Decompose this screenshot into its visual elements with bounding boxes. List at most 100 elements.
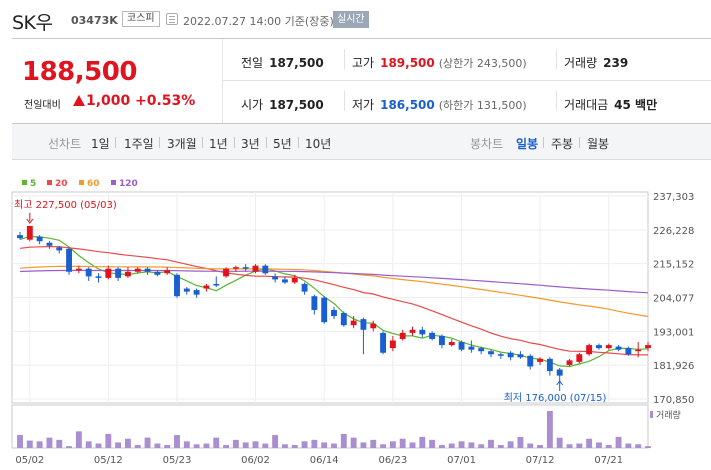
- volume-bar: [75, 431, 82, 448]
- candle-body: [380, 332, 387, 353]
- chart-svg[interactable]: 237,303 226,228 215,152 204,077 193,001 181,9…: [0, 168, 711, 470]
- y-tick-label: 215,152: [653, 260, 694, 271]
- volume-bar: [566, 444, 573, 448]
- up-triangle-icon: [73, 95, 85, 106]
- volume-bar: [252, 441, 259, 448]
- candle-body: [360, 319, 367, 330]
- volume-bar: [507, 441, 514, 448]
- x-tick-label: 05/23: [163, 455, 192, 466]
- candle-body: [625, 348, 632, 355]
- volume-bar: [468, 442, 475, 448]
- volume-bar: [586, 438, 593, 448]
- candle-body: [115, 268, 122, 278]
- volume-bar: [66, 446, 73, 448]
- candle-body: [350, 320, 357, 326]
- candle-body: [213, 283, 220, 286]
- legend-swatch: [22, 180, 27, 185]
- candle-body: [546, 358, 553, 372]
- period-3y[interactable]: 3년: [241, 137, 260, 151]
- candle-body: [478, 348, 485, 352]
- x-tick-label: 06/23: [378, 455, 407, 466]
- volume-bar: [331, 443, 337, 448]
- candle-body: [507, 352, 514, 358]
- ma120-line: [19, 269, 649, 294]
- volume-bar: [429, 439, 436, 448]
- candle-body: [438, 335, 445, 346]
- volume-bar: [625, 443, 632, 448]
- candle-body: [124, 271, 131, 277]
- candle-body: [399, 332, 406, 339]
- candle-body: [75, 268, 82, 271]
- candle-body: [586, 345, 593, 355]
- x-tick-label: 05/02: [15, 455, 44, 466]
- candle-body: [252, 265, 259, 272]
- x-tick-label: 07/12: [526, 455, 555, 466]
- period-5y[interactable]: 5년: [273, 137, 292, 151]
- volume-bar: [360, 442, 367, 448]
- candle-body: [291, 277, 298, 283]
- candle-body: [242, 267, 249, 269]
- volume-bar: [311, 439, 318, 448]
- volume-bar: [223, 445, 230, 448]
- volume-bar: [115, 442, 122, 448]
- open-price: 시가 187,500: [241, 98, 324, 112]
- volume-bar: [448, 443, 455, 448]
- period-selector: 선차트 1일 1주일 3개월 1년 3년 5년 10년 봉차트 일봉 주봉 월봉: [12, 124, 711, 160]
- volume-bar: [635, 444, 642, 448]
- change-percent: +0.53%: [135, 93, 196, 109]
- volume-bar: [546, 411, 553, 448]
- candle-body: [517, 354, 524, 358]
- candle-body: [321, 297, 328, 323]
- volume-bar: [26, 440, 33, 448]
- volume-bar: [419, 436, 426, 448]
- candle-body: [340, 313, 347, 326]
- legend-label: 5: [30, 179, 36, 189]
- candle-weekly[interactable]: 주봉: [551, 137, 574, 151]
- legend-label: 60: [87, 179, 100, 189]
- stock-chart[interactable]: 237,303 226,228 215,152 204,077 193,001 181,9…: [0, 168, 711, 470]
- ma5-line: [19, 235, 649, 368]
- candle-body: [36, 236, 43, 242]
- volume-bar: [605, 445, 612, 448]
- candle-body: [46, 242, 53, 246]
- volume-bar: [645, 446, 651, 448]
- candle-body: [223, 268, 230, 277]
- volume-bar: [272, 435, 279, 448]
- period-10y[interactable]: 10년: [305, 137, 332, 151]
- volume-bar: [409, 442, 416, 448]
- period-3m[interactable]: 3개월: [167, 137, 197, 151]
- period-1y[interactable]: 1년: [209, 137, 228, 151]
- volume-bar: [242, 442, 249, 448]
- y-tick-label: 181,926: [653, 361, 694, 372]
- candle-body: [281, 279, 288, 283]
- volume-bar: [154, 443, 161, 448]
- volume-bar: [527, 443, 534, 448]
- candle-body: [468, 346, 475, 350]
- volume-bar: [232, 439, 239, 448]
- candle-body: [635, 349, 642, 352]
- candle-body: [193, 290, 200, 295]
- period-1w[interactable]: 1주일: [124, 137, 154, 151]
- candle-body: [537, 358, 544, 362]
- volume-bar: [488, 439, 494, 448]
- x-tick-label: 07/21: [594, 455, 623, 466]
- legend-swatch: [111, 180, 116, 185]
- change-amount: 1,000: [86, 93, 131, 109]
- candle-body: [301, 283, 308, 292]
- candle-monthly[interactable]: 월봉: [587, 137, 610, 151]
- candle-body: [615, 346, 622, 350]
- candle-body: [488, 351, 494, 355]
- candle-daily[interactable]: 일봉: [516, 137, 539, 151]
- calendar-icon: [166, 13, 178, 25]
- candle-body: [419, 329, 426, 335]
- volume-bar: [576, 443, 583, 448]
- period-1d[interactable]: 1일: [91, 137, 110, 151]
- candle-body: [566, 360, 573, 365]
- candle-body: [134, 268, 141, 272]
- volume-bar: [95, 443, 102, 448]
- volume-bar: [183, 441, 190, 448]
- realtime-button[interactable]: 실시간: [333, 11, 369, 28]
- volume-bar: [340, 433, 347, 448]
- legend-swatch: [79, 180, 84, 185]
- y-tick-label: 170,850: [653, 395, 694, 406]
